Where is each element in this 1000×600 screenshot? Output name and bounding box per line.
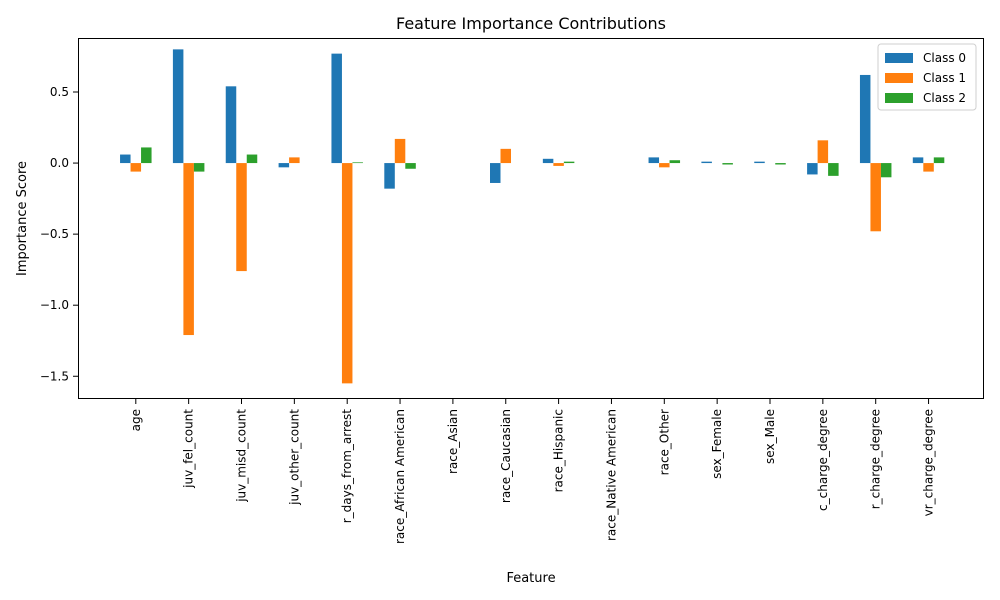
- x-tick-label: race_Native American: [604, 409, 618, 541]
- y-axis-label: Importance Score: [15, 161, 30, 276]
- bar-race_african-american-series-1: [384, 163, 395, 189]
- series-3: [141, 147, 945, 178]
- bar-sex_male-series-1: [754, 161, 765, 164]
- x-tick-label: sex_Male: [763, 409, 777, 464]
- legend-swatch-3: [885, 93, 913, 103]
- bar-juv_misd_count-series-2: [236, 163, 247, 272]
- legend-swatch-1: [885, 53, 913, 63]
- y-tick-label: 0.0: [50, 156, 69, 170]
- legend-swatch-2: [885, 73, 913, 83]
- plot-background: [78, 38, 984, 399]
- legend: Class 0 Class 1 Class 2: [877, 43, 977, 111]
- x-tick-label: r_days_from_arrest: [340, 409, 354, 524]
- x-tick-label: juv_misd_count: [235, 409, 249, 503]
- y-tick-label: −0.5: [40, 227, 69, 241]
- x-tick-label: race_African American: [393, 409, 407, 544]
- x-tick-label: race_Caucasian: [499, 409, 513, 503]
- x-tick-label: sex_Female: [710, 409, 724, 479]
- x-tick-label: race_Hispanic: [552, 409, 566, 492]
- bar-race_hispanic-series-2: [553, 163, 564, 166]
- y-tick-label: −1.5: [40, 369, 69, 383]
- bar-race_other-series-2: [659, 163, 670, 168]
- bar-juv_misd_count-series-3: [246, 154, 258, 164]
- bar-race_other-series-1: [648, 157, 660, 164]
- bar-age-series-1: [120, 154, 131, 164]
- chart-title: Feature Importance Contributions: [396, 14, 666, 33]
- x-tick-label: r_charge_degree: [869, 409, 883, 509]
- series-2: [130, 138, 934, 384]
- bar-vr_charge_degree-series-2: [923, 163, 934, 172]
- x-tick-label: age: [129, 409, 143, 431]
- bar-race_other-series-3: [669, 160, 681, 164]
- bar-sex_female-series-3: [722, 163, 733, 165]
- series-1: [120, 49, 924, 189]
- bar-race_caucasian-series-1: [490, 163, 501, 183]
- bar-juv_fel_count-series-3: [193, 163, 205, 172]
- bar-sex_male-series-3: [775, 163, 786, 165]
- bar-r_charge_degree-series-1: [859, 74, 871, 164]
- bar-c_charge_degree-series-3: [828, 163, 839, 176]
- x-axis-label: Feature: [506, 571, 555, 586]
- x-tick-label: vr_charge_degree: [922, 409, 936, 516]
- bar-c_charge_degree-series-2: [817, 140, 829, 164]
- bar-race_african-american-series-3: [405, 163, 416, 169]
- bar-sex_female-series-1: [701, 161, 712, 164]
- y-tick-label: −1.0: [40, 298, 69, 312]
- bar-age-series-3: [141, 147, 152, 164]
- bar-race_caucasian-series-2: [500, 148, 511, 164]
- x-axis: age juv_fel_count juv_misd_count juv_other_…: [129, 399, 936, 544]
- bar-juv_other_count-series-1: [278, 163, 290, 168]
- bar-juv_fel_count-series-2: [183, 163, 194, 336]
- bar-vr_charge_degree-series-3: [933, 157, 945, 164]
- y-axis: −1.5 −1.0 −0.5 0.0 0.5: [40, 85, 78, 383]
- bar-race_hispanic-series-1: [542, 158, 554, 164]
- bar-juv_fel_count-series-1: [172, 49, 184, 164]
- x-tick-label: juv_other_count: [287, 409, 301, 506]
- bar-r_days_from_arrest-series-1: [331, 53, 342, 164]
- bar-r_days_from_arrest-series-2: [341, 163, 353, 384]
- bar-r_charge_degree-series-3: [880, 163, 892, 178]
- plot-area: [78, 38, 984, 399]
- x-tick-label: juv_fel_count: [182, 409, 196, 489]
- plot-frame: [78, 38, 984, 399]
- bar-c_charge_degree-series-1: [807, 163, 818, 175]
- bar-race_hispanic-series-3: [563, 161, 575, 164]
- bar-race_african-american-series-2: [394, 138, 406, 164]
- bar-vr_charge_degree-series-1: [912, 157, 924, 164]
- bar-age-series-2: [130, 163, 142, 172]
- bar-juv_other_count-series-2: [289, 157, 300, 164]
- x-tick-label: race_Other: [657, 409, 671, 475]
- bar-r_days_from_arrest-series-3: [352, 162, 363, 164]
- legend-label-3: Class 2: [923, 91, 966, 105]
- bar-r_charge_degree-series-2: [870, 163, 881, 232]
- legend-label-1: Class 0: [923, 51, 966, 65]
- y-tick-label: 0.5: [50, 85, 69, 99]
- x-tick-label: race_Asian: [446, 409, 460, 474]
- legend-label-2: Class 1: [923, 71, 966, 85]
- x-tick-label: c_charge_degree: [816, 409, 830, 511]
- bar-juv_misd_count-series-1: [225, 86, 237, 164]
